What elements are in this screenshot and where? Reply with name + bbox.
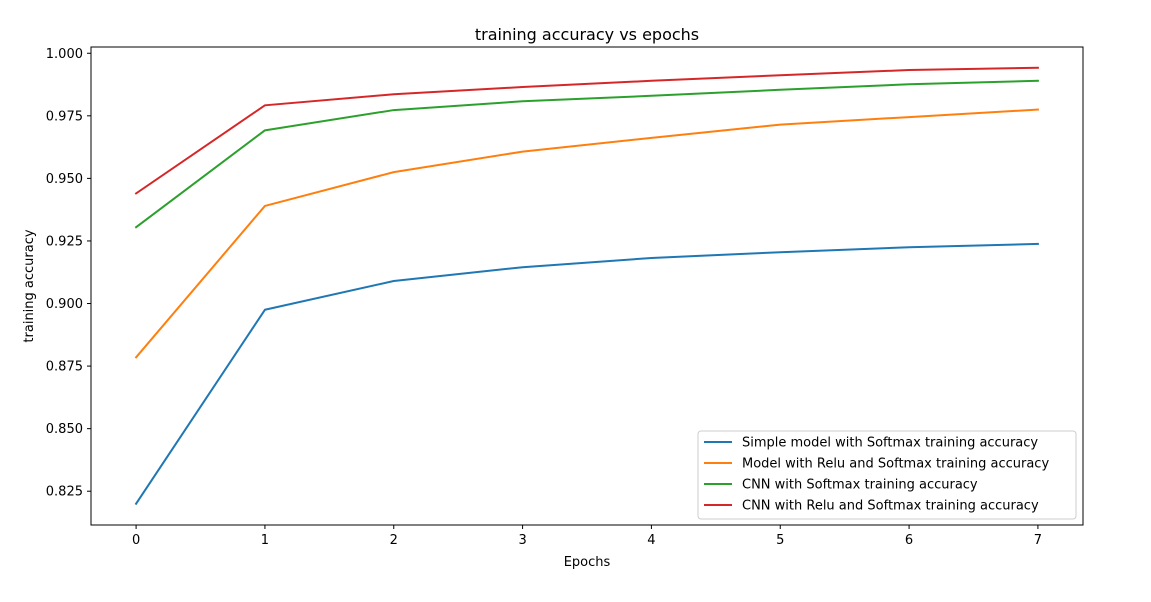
legend: Simple model with Softmax training accur… bbox=[697, 430, 1077, 520]
x-tick-label: 2 bbox=[390, 533, 398, 548]
y-axis-label: training accuracy bbox=[22, 229, 37, 342]
legend-box bbox=[697, 430, 1077, 520]
x-tick-label: 3 bbox=[518, 533, 526, 548]
y-tick-label: 0.850 bbox=[46, 422, 83, 437]
series-line-1 bbox=[134, 242, 1039, 506]
y-axis-ticks: 0.825 0.850 0.875 0.900 0.925 0.950 0.975 1.000 bbox=[46, 47, 91, 500]
series-line-2 bbox=[134, 108, 1039, 359]
series-line-3 bbox=[134, 79, 1039, 229]
x-axis-ticks: 0 1 2 3 4 5 6 7 bbox=[132, 525, 1042, 548]
x-tick-label: 0 bbox=[132, 533, 140, 548]
y-tick-label: 0.825 bbox=[46, 485, 83, 500]
y-tick-label: 0.975 bbox=[46, 109, 83, 124]
y-tick-label: 0.925 bbox=[46, 234, 83, 249]
legend-label: CNN with Relu and Softmax training accur… bbox=[742, 499, 1039, 514]
legend-label: Model with Relu and Softmax training acc… bbox=[742, 457, 1049, 472]
chart-title: training accuracy vs epochs bbox=[475, 25, 699, 44]
x-tick-label: 1 bbox=[261, 533, 269, 548]
legend-label: CNN with Softmax training accuracy bbox=[742, 478, 978, 493]
x-tick-label: 7 bbox=[1034, 533, 1042, 548]
x-tick-label: 4 bbox=[647, 533, 655, 548]
series-line-4 bbox=[134, 66, 1039, 195]
x-tick-label: 6 bbox=[905, 533, 913, 548]
series-layer bbox=[134, 66, 1039, 506]
y-tick-label: 0.875 bbox=[46, 360, 83, 375]
legend-label: Simple model with Softmax training accur… bbox=[742, 436, 1038, 451]
x-axis-label: Epochs bbox=[564, 555, 611, 570]
plot-frame bbox=[90, 46, 1084, 526]
y-tick-label: 0.900 bbox=[46, 297, 83, 312]
y-tick-label: 1.000 bbox=[46, 47, 83, 62]
x-tick-label: 5 bbox=[776, 533, 784, 548]
y-tick-label: 0.950 bbox=[46, 172, 83, 187]
